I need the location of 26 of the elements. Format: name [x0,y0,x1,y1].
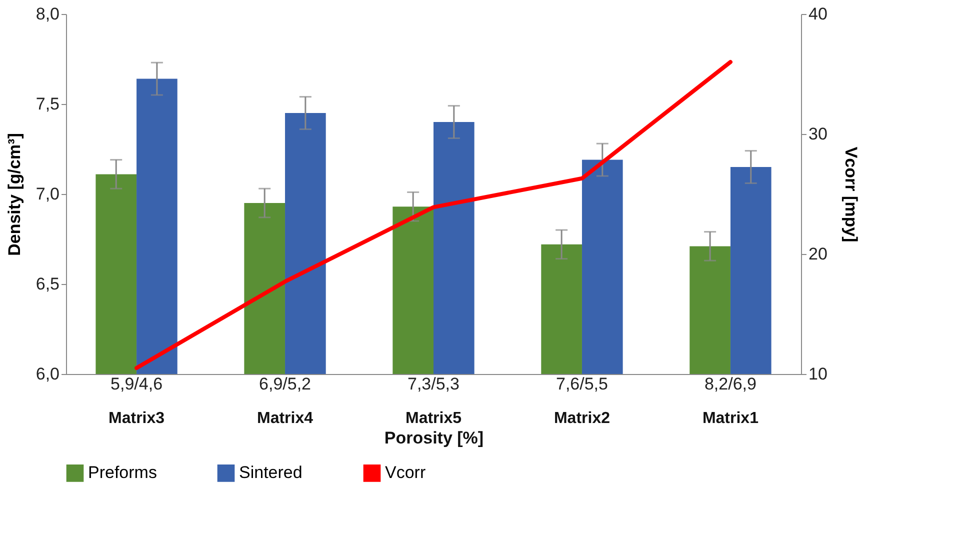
x-tick-label: 8,2/6,9 [704,374,756,394]
y2-tick-label: 30 [808,124,828,144]
y-tick-label: 6,0 [36,364,60,384]
legend-label: Sintered [239,463,302,482]
x-tick-label: 7,3/5,3 [408,374,460,394]
text: Matrix1 [702,410,759,427]
y-axis-title: Density [g/cm³] [4,133,24,256]
y-tick-label: 6,5 [36,274,60,294]
y2-tick-label: 20 [808,244,828,264]
x-axis-title: Porosity [%] [384,428,484,448]
y-tick-label: 7,5 [36,94,60,114]
text: Matrix4 [257,410,314,427]
x-tick-label: 5,9/4,6 [110,374,163,394]
y2-tick-label: 10 [808,364,828,384]
x-tick-label: 6,9/5,2 [259,374,312,394]
y-tick-label: 7,0 [36,184,60,204]
y2-axis-title: Vcorr [mpy] [841,146,860,242]
legend-label: Vcorr [385,463,426,482]
text: Matrix5 [405,410,462,427]
y-tick-label: 8,0 [36,4,60,24]
text: Matrix3 [108,410,165,427]
line-series [134,60,732,370]
x-tick-label: 7,6/5,5 [556,374,608,394]
text: Matrix2 [554,410,610,427]
y2-tick-label: 40 [808,4,828,24]
legend-label: Preforms [88,463,157,482]
